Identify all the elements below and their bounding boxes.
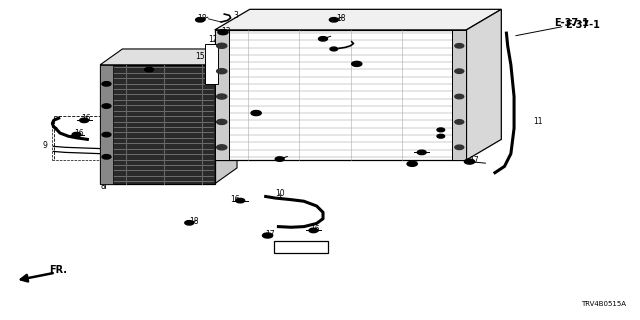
Circle shape <box>102 104 111 108</box>
Text: 16: 16 <box>310 225 320 234</box>
Circle shape <box>72 132 81 137</box>
Text: 2: 2 <box>444 129 449 138</box>
Text: 3: 3 <box>234 11 239 20</box>
Text: 17: 17 <box>470 156 479 164</box>
Circle shape <box>217 43 227 48</box>
Circle shape <box>217 119 227 124</box>
Circle shape <box>455 145 464 149</box>
Text: E-37-1: E-37-1 <box>554 18 589 28</box>
Circle shape <box>437 128 445 132</box>
Circle shape <box>455 94 464 99</box>
Circle shape <box>319 36 328 41</box>
Text: 11: 11 <box>533 117 543 126</box>
Circle shape <box>437 134 445 138</box>
Circle shape <box>455 69 464 73</box>
Polygon shape <box>100 49 237 65</box>
Circle shape <box>102 132 111 137</box>
Text: E-37: E-37 <box>301 245 325 255</box>
Circle shape <box>236 198 244 203</box>
Text: 18: 18 <box>278 154 288 163</box>
Text: 13: 13 <box>355 57 364 66</box>
Circle shape <box>455 44 464 48</box>
Text: 18: 18 <box>336 14 345 23</box>
Text: 8: 8 <box>100 182 105 191</box>
Text: 12: 12 <box>209 35 218 44</box>
Polygon shape <box>274 241 328 253</box>
Polygon shape <box>205 44 218 84</box>
Polygon shape <box>100 65 215 184</box>
Text: TRV4B0515A: TRV4B0515A <box>581 301 626 307</box>
Text: 14: 14 <box>157 119 167 128</box>
Text: 16: 16 <box>419 146 428 155</box>
Circle shape <box>185 220 194 225</box>
Text: 7: 7 <box>167 157 172 166</box>
Polygon shape <box>100 65 113 184</box>
Text: E-37-1: E-37-1 <box>565 20 600 30</box>
Text: 12: 12 <box>209 91 218 100</box>
Text: 16: 16 <box>230 195 240 204</box>
Text: 13: 13 <box>221 27 231 36</box>
Polygon shape <box>215 49 237 184</box>
Circle shape <box>102 82 111 86</box>
Circle shape <box>217 145 227 150</box>
Text: FR.: FR. <box>49 265 67 276</box>
Circle shape <box>465 159 475 164</box>
Text: 15: 15 <box>196 75 205 84</box>
Circle shape <box>330 47 338 51</box>
Circle shape <box>80 118 88 123</box>
Circle shape <box>275 157 284 161</box>
Text: 9: 9 <box>43 141 47 150</box>
Polygon shape <box>215 30 228 160</box>
Text: 6: 6 <box>367 119 372 128</box>
Text: E-37: E-37 <box>290 243 312 252</box>
Text: 18: 18 <box>198 14 207 23</box>
Circle shape <box>102 155 111 159</box>
Polygon shape <box>467 9 501 160</box>
Text: 17: 17 <box>266 230 275 239</box>
Circle shape <box>217 69 227 74</box>
Text: 5: 5 <box>256 106 261 115</box>
Circle shape <box>251 110 261 116</box>
Text: 10: 10 <box>275 189 285 198</box>
Circle shape <box>417 150 426 155</box>
Circle shape <box>196 18 205 22</box>
Text: 16: 16 <box>75 129 84 138</box>
Text: 4: 4 <box>355 46 360 55</box>
Circle shape <box>218 30 228 35</box>
Polygon shape <box>215 30 467 160</box>
Circle shape <box>309 228 318 233</box>
Text: 1: 1 <box>444 121 449 130</box>
Circle shape <box>407 161 417 166</box>
Circle shape <box>262 233 273 238</box>
Circle shape <box>351 61 362 67</box>
Text: 15: 15 <box>196 52 205 61</box>
Circle shape <box>145 68 154 72</box>
Circle shape <box>330 18 339 22</box>
Text: 16: 16 <box>81 114 91 123</box>
Circle shape <box>455 120 464 124</box>
Text: 5: 5 <box>412 157 417 166</box>
Polygon shape <box>215 9 501 30</box>
Polygon shape <box>452 30 467 160</box>
Circle shape <box>217 94 227 99</box>
Text: 18: 18 <box>323 33 333 42</box>
Text: 18: 18 <box>189 217 199 226</box>
